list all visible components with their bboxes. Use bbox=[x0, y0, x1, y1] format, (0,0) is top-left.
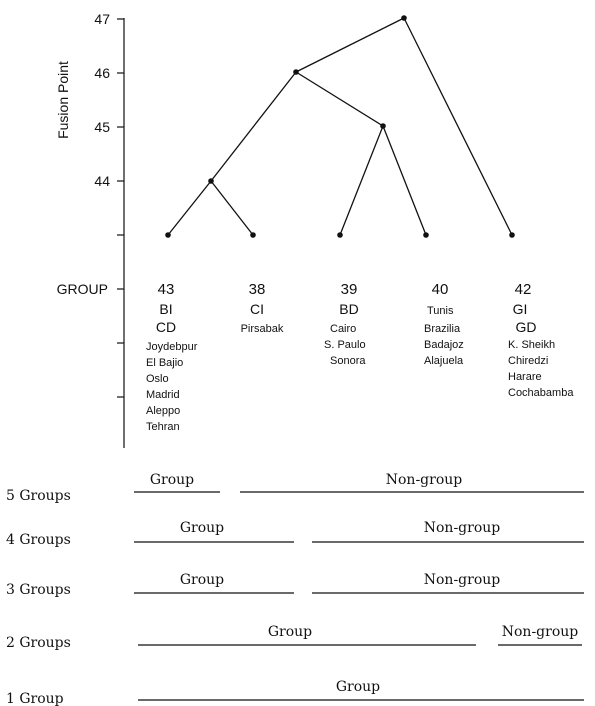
segment-label: Group bbox=[180, 572, 224, 588]
site-name: S. Paulo bbox=[324, 339, 366, 351]
merge-node-47 bbox=[401, 15, 407, 21]
branch-43-38 bbox=[210, 71, 297, 182]
group-code: CD bbox=[156, 319, 176, 335]
y-tick-label-44: 44 bbox=[94, 173, 110, 189]
y-tick-label-46: 46 bbox=[94, 65, 110, 81]
group-id: 38 bbox=[249, 281, 266, 298]
partition-label: 5 Groups bbox=[6, 488, 71, 504]
partition-1-group: 1 Group Group bbox=[6, 679, 584, 706]
site-name: Sonora bbox=[330, 355, 366, 367]
leaf-group-38: 38 CI Pirsabak bbox=[241, 281, 284, 335]
site-name: Joydebpur bbox=[146, 341, 198, 353]
branch-39-40 bbox=[295, 71, 384, 127]
site-name: Cairo bbox=[330, 323, 356, 335]
leaf-node-39 bbox=[337, 232, 343, 238]
y-tick-label-45: 45 bbox=[94, 119, 110, 135]
site-name: Tehran bbox=[146, 421, 180, 433]
leaf-group-42: 42 GI GD K. Sheikh Chiredzi Harare Cocha… bbox=[508, 281, 574, 399]
merge-node-45 bbox=[380, 123, 386, 129]
leaf-node-42 bbox=[509, 232, 515, 238]
partition-label: 3 Groups bbox=[6, 582, 71, 598]
partition-label: 1 Group bbox=[6, 691, 64, 706]
site-name: K. Sheikh bbox=[508, 339, 555, 351]
segment-label: Non-group bbox=[386, 472, 463, 488]
branch-43 bbox=[167, 180, 212, 236]
group-code: GI bbox=[513, 301, 528, 317]
branch-left-cluster bbox=[295, 17, 405, 73]
group-id: 39 bbox=[341, 281, 358, 298]
site-name: Pirsabak bbox=[241, 323, 284, 335]
site-name: Chiredzi bbox=[508, 355, 548, 367]
y-tick-label-47: 47 bbox=[94, 11, 110, 27]
site-name: El Bajio bbox=[146, 357, 183, 369]
site-name: Madrid bbox=[146, 389, 180, 401]
partition-4-groups: 4 Groups Group Non-group bbox=[6, 520, 584, 548]
group-code: CI bbox=[250, 301, 264, 317]
group-code: BD bbox=[339, 301, 358, 317]
leaf-node-38 bbox=[250, 232, 256, 238]
leaf-group-39: 39 BD Cairo S. Paulo Sonora bbox=[324, 281, 366, 367]
group-id: 40 bbox=[432, 281, 449, 298]
site-name: Cochabamba bbox=[508, 387, 574, 399]
dendrogram-branches bbox=[167, 17, 513, 236]
group-code: BI bbox=[159, 301, 172, 317]
site-name: Harare bbox=[508, 371, 542, 383]
y-axis bbox=[117, 18, 125, 448]
group-code: GD bbox=[516, 319, 537, 335]
segment-label: Group bbox=[336, 679, 380, 695]
y-axis-label: Fusion Point bbox=[55, 61, 71, 139]
segment-label: Group bbox=[180, 520, 224, 536]
branch-39 bbox=[339, 125, 384, 236]
site-name: Tunis bbox=[427, 305, 454, 317]
leaf-node-43 bbox=[165, 232, 171, 238]
branch-40 bbox=[382, 125, 427, 236]
segment-label: Group bbox=[268, 624, 312, 640]
dendrogram-nodes bbox=[165, 15, 515, 238]
segment-label: Non-group bbox=[502, 624, 579, 640]
branch-42 bbox=[403, 17, 513, 236]
segment-label: Non-group bbox=[424, 520, 501, 536]
merge-node-44 bbox=[208, 178, 214, 184]
segment-label: Non-group bbox=[424, 572, 501, 588]
site-name: Brazilia bbox=[424, 323, 461, 335]
segment-label: Group bbox=[150, 472, 194, 488]
partition-label: 4 Groups bbox=[6, 532, 71, 548]
group-id: 42 bbox=[515, 281, 532, 298]
site-name: Badajoz bbox=[424, 339, 464, 351]
site-name: Alajuela bbox=[424, 355, 464, 367]
leaf-group-43: 43 BI CD Joydebpur El Bajio Oslo Madrid … bbox=[146, 281, 198, 433]
partition-5-groups: 5 Groups Group Non-group bbox=[6, 472, 584, 504]
group-id: 43 bbox=[158, 281, 175, 298]
partition-label: 2 Groups bbox=[6, 635, 71, 651]
merge-node-46 bbox=[293, 69, 299, 75]
leaf-group-40: 40 Tunis Brazilia Badajoz Alajuela bbox=[424, 281, 464, 367]
leaf-node-40 bbox=[423, 232, 429, 238]
group-axis-label: GROUP bbox=[57, 281, 108, 297]
site-name: Aleppo bbox=[146, 405, 180, 417]
partition-2-groups: 2 Groups Group Non-group bbox=[6, 624, 582, 651]
branch-38 bbox=[210, 180, 254, 236]
site-name: Oslo bbox=[146, 373, 169, 385]
partition-3-groups: 3 Groups Group Non-group bbox=[6, 572, 584, 598]
